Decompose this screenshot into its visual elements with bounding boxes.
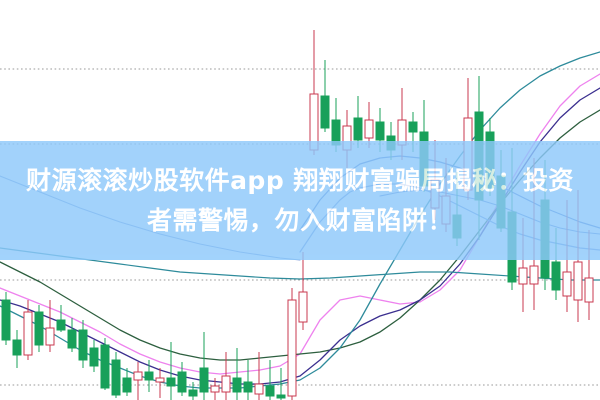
candle-body (155, 377, 165, 383)
candle-body (496, 175, 506, 229)
candlestick (12, 330, 22, 368)
candle-body (573, 261, 583, 301)
candlestick (166, 342, 176, 400)
candle-body (529, 265, 539, 285)
candle-body (133, 371, 143, 381)
candle-body (232, 377, 242, 393)
candle-body (188, 389, 198, 397)
candle-body (243, 381, 253, 393)
candlestick (254, 352, 264, 400)
candle-body (397, 119, 407, 146)
candlestick (265, 360, 275, 400)
candle-body (265, 385, 275, 397)
candle-body (463, 117, 473, 191)
candlestick (210, 378, 220, 400)
candle-body (353, 117, 363, 141)
candlestick (320, 60, 330, 132)
candlestick (23, 300, 33, 360)
candlestick (100, 338, 110, 390)
ma-line-ma-long-upper (0, 247, 600, 281)
candle-body (199, 367, 209, 393)
candle-body (221, 375, 231, 393)
candlestick (287, 288, 297, 400)
candle-body (67, 329, 77, 349)
candle-body (364, 119, 374, 139)
candlestick (298, 252, 308, 330)
candle-body (210, 385, 220, 393)
candle-body (474, 111, 484, 201)
candlestick (364, 102, 374, 148)
candle-body (298, 291, 308, 323)
candle-body (56, 319, 66, 331)
candle-body (254, 383, 264, 395)
candlestick (144, 360, 154, 392)
candlestick (221, 352, 231, 400)
candle-body (551, 261, 561, 291)
candlestick (111, 352, 121, 398)
candlestick (353, 96, 363, 148)
candlestick (67, 318, 77, 352)
candle-body (452, 214, 462, 239)
candlestick (89, 340, 99, 372)
candle-body (144, 371, 154, 381)
candle-body (100, 344, 110, 389)
candle-body (584, 277, 594, 303)
candlestick (155, 368, 165, 398)
candle-body (166, 377, 176, 387)
candle-body (1, 299, 11, 341)
candle-body (320, 95, 330, 129)
candle-body (375, 121, 385, 141)
candle-body (177, 371, 187, 393)
candle-body (507, 211, 517, 283)
candle-body (276, 394, 286, 399)
candle-body (342, 125, 352, 151)
candle-body (34, 311, 44, 346)
candlestick (45, 300, 55, 352)
candle-body (441, 195, 451, 225)
candle-body (23, 311, 33, 356)
candle-body (386, 135, 396, 151)
candle-body (111, 359, 121, 396)
candlestick (243, 360, 253, 400)
candlestick (56, 305, 66, 332)
candlestick (188, 382, 198, 400)
candlestick (199, 332, 209, 400)
candlestick (34, 305, 44, 352)
candlestick (122, 368, 132, 396)
candle-body (12, 339, 22, 356)
candle-body (518, 267, 528, 285)
candle-body (419, 131, 429, 187)
candle-body (309, 93, 319, 151)
candle-body (89, 347, 99, 367)
ma-line-ma60 (0, 51, 600, 389)
candlestick (78, 320, 88, 368)
candle-body (45, 327, 55, 346)
candle-body (331, 119, 341, 146)
candlestick (133, 362, 143, 400)
candle-body (540, 199, 550, 279)
candle-body (78, 329, 88, 361)
candlestick (177, 362, 187, 396)
candlestick (1, 292, 11, 345)
candle-body (122, 377, 132, 393)
candle-body (562, 271, 572, 297)
candle-body (287, 299, 297, 397)
candlestick (276, 368, 286, 400)
candlestick (232, 348, 242, 400)
candle-body (408, 121, 418, 133)
candle-body (485, 131, 495, 189)
candle-body (430, 179, 440, 209)
